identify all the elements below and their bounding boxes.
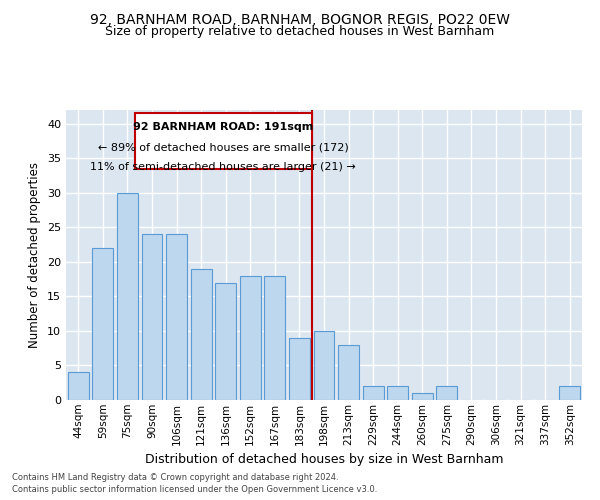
Bar	[191, 269, 212, 400]
Bar	[215, 282, 236, 400]
Bar	[559, 386, 580, 400]
Bar	[387, 386, 408, 400]
Text: Contains HM Land Registry data © Crown copyright and database right 2024.: Contains HM Land Registry data © Crown c…	[12, 472, 338, 482]
FancyBboxPatch shape	[135, 114, 312, 168]
Bar	[142, 234, 163, 400]
Bar	[338, 345, 359, 400]
Bar	[240, 276, 261, 400]
Bar	[166, 234, 187, 400]
Bar	[289, 338, 310, 400]
Text: 11% of semi-detached houses are larger (21) →: 11% of semi-detached houses are larger (…	[91, 162, 356, 172]
X-axis label: Distribution of detached houses by size in West Barnham: Distribution of detached houses by size …	[145, 453, 503, 466]
Text: 92, BARNHAM ROAD, BARNHAM, BOGNOR REGIS, PO22 0EW: 92, BARNHAM ROAD, BARNHAM, BOGNOR REGIS,…	[90, 12, 510, 26]
Text: 92 BARNHAM ROAD: 191sqm: 92 BARNHAM ROAD: 191sqm	[133, 122, 313, 132]
Bar	[117, 193, 138, 400]
Text: Size of property relative to detached houses in West Barnham: Size of property relative to detached ho…	[106, 25, 494, 38]
Bar	[265, 276, 286, 400]
Text: ← 89% of detached houses are smaller (172): ← 89% of detached houses are smaller (17…	[98, 142, 349, 152]
Y-axis label: Number of detached properties: Number of detached properties	[28, 162, 41, 348]
Bar	[412, 393, 433, 400]
Bar	[314, 331, 334, 400]
Bar	[362, 386, 383, 400]
Bar	[436, 386, 457, 400]
Bar	[68, 372, 89, 400]
Bar	[92, 248, 113, 400]
Text: Contains public sector information licensed under the Open Government Licence v3: Contains public sector information licen…	[12, 485, 377, 494]
